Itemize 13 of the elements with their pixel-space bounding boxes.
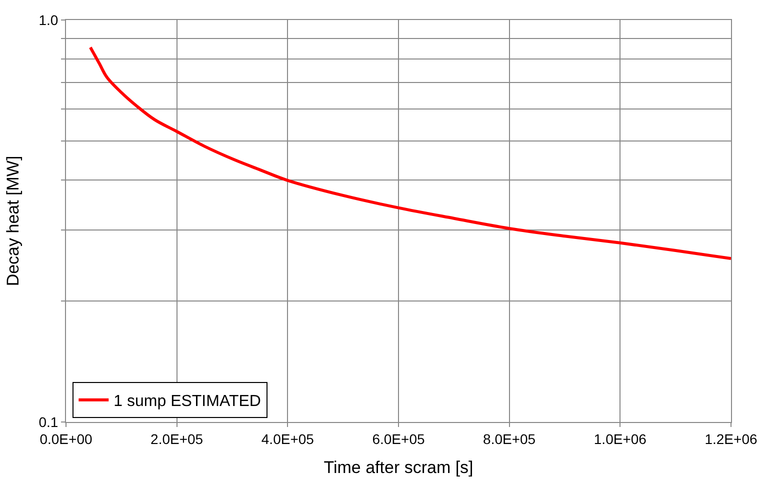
x-tick-label: 0.0E+00 — [40, 430, 92, 447]
y-tick-label: 0.1 — [38, 414, 58, 430]
x-tick-label: 4.0E+05 — [261, 430, 314, 447]
line-series — [88, 46, 731, 260]
x-tick-label: 2.0E+05 — [150, 430, 204, 447]
x-tick-label: 1.0E+06 — [594, 430, 647, 447]
x-tick-label: 1.2E+06 — [704, 430, 758, 447]
legend-label: 1 sump ESTIMATED — [114, 393, 261, 410]
y-axis-title: Decay heat [MW] — [3, 156, 22, 286]
x-axis-title: Time after scram [s] — [324, 458, 474, 478]
y-tick-label: 1.0 — [38, 12, 58, 28]
x-tick-label: 8.0E+05 — [483, 430, 536, 447]
x-tick-label: 6.0E+05 — [372, 430, 425, 447]
